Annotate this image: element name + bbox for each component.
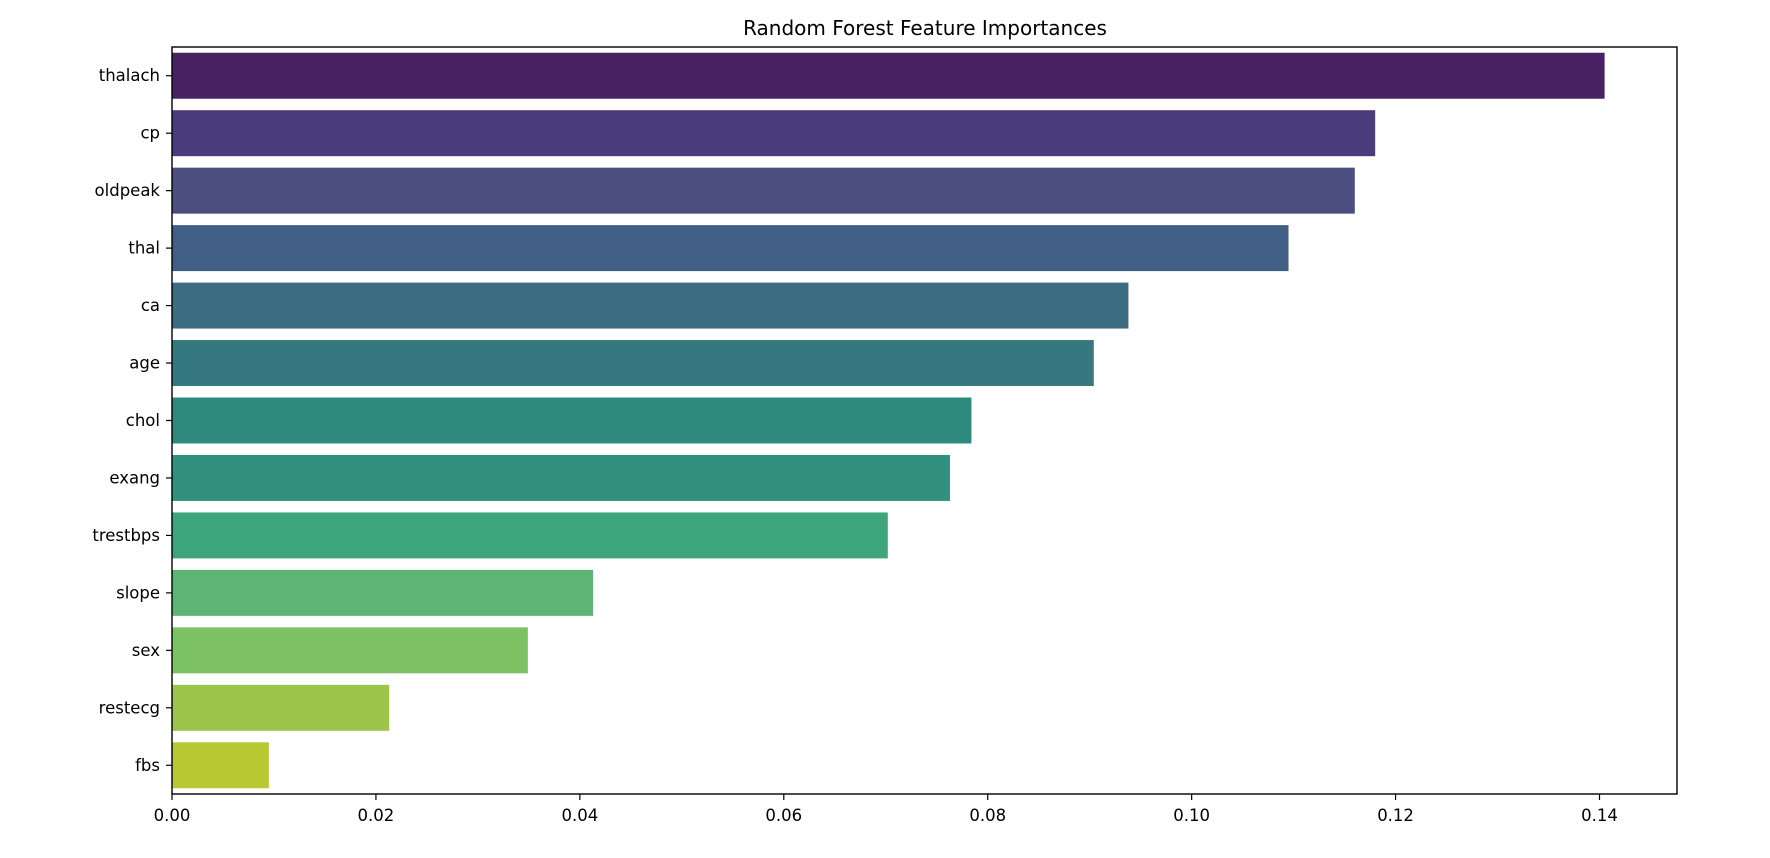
bar-sex (172, 627, 528, 674)
x-tick-label: 0.12 (1377, 806, 1414, 825)
y-tick-label: cp (140, 124, 160, 143)
y-tick-label: restecg (99, 698, 160, 717)
x-tick-label: 0.00 (154, 806, 191, 825)
y-tick-label: exang (109, 468, 160, 487)
y-tick-label: age (129, 354, 160, 373)
bar-restecg (172, 684, 390, 731)
x-tick-label: 0.02 (358, 806, 395, 825)
x-tick-label: 0.08 (969, 806, 1006, 825)
x-tick-label: 0.14 (1581, 806, 1618, 825)
x-axis-ticks: 0.00 0.02 0.04 0.06 0.08 0.10 0.12 0.14 (154, 794, 1618, 825)
y-tick-label: sex (132, 641, 160, 660)
bar-slope (172, 569, 594, 616)
bar-exang (172, 454, 950, 501)
bar-chol (172, 397, 972, 444)
bar-fbs (172, 742, 269, 789)
bars-group (172, 52, 1605, 789)
bar-thalach (172, 52, 1605, 99)
plot-frame (171, 46, 1678, 795)
x-tick-label: 0.06 (765, 806, 802, 825)
chart-title: Random Forest Feature Importances (743, 16, 1107, 40)
y-tick-label: chol (126, 411, 160, 430)
bar-oldpeak (172, 167, 1355, 214)
x-tick-label: 0.04 (561, 806, 598, 825)
y-tick-label: thal (128, 239, 160, 258)
y-tick-label: thalach (99, 66, 160, 85)
bar-ca (172, 282, 1129, 329)
bar-cp (172, 110, 1376, 157)
bar-thal (172, 225, 1289, 272)
bar-age (172, 340, 1094, 387)
y-tick-label: oldpeak (95, 181, 161, 200)
y-tick-label: trestbps (92, 526, 160, 545)
y-tick-label: slope (116, 583, 160, 602)
bar-trestbps (172, 512, 888, 559)
y-tick-label: ca (141, 296, 160, 315)
y-axis-ticks: thalach cp oldpeak thal ca age chol exang trestb… (92, 66, 172, 775)
x-tick-label: 0.10 (1173, 806, 1210, 825)
y-tick-label: fbs (135, 756, 160, 775)
